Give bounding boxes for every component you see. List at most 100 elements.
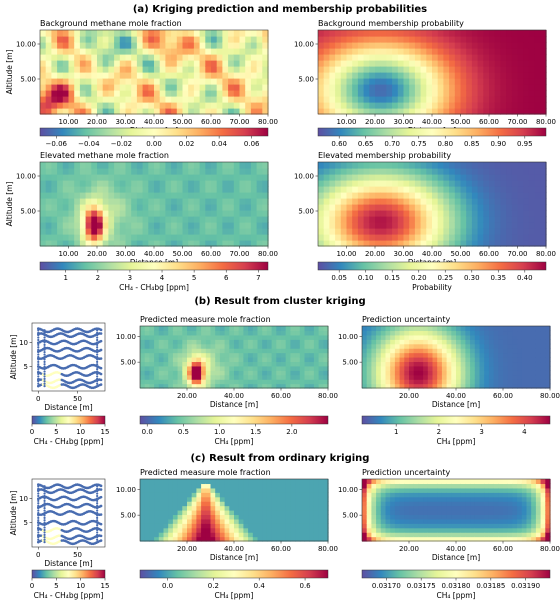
heatmap-cell (386, 102, 393, 109)
heatmap-cell (229, 518, 235, 524)
heatmap-cell (285, 352, 291, 358)
heatmap-cell (375, 60, 382, 67)
heatmap-cell (163, 374, 169, 380)
heatmap-cell (511, 60, 519, 67)
heatmap-cell (262, 30, 269, 37)
heatmap-cell (199, 228, 206, 235)
heatmap-cell (304, 330, 310, 336)
heatmap-cell (148, 72, 155, 79)
scatter-point (99, 484, 103, 488)
heatmap-cell (201, 330, 207, 336)
heatmap-cell (182, 532, 188, 538)
heatmap-cell (108, 240, 115, 247)
heatmap-cell (489, 78, 496, 85)
heatmap-cell (466, 240, 473, 247)
heatmap-cell (392, 222, 399, 229)
heatmap-cell (171, 234, 178, 241)
heatmap-cell (158, 374, 165, 380)
heatmap-cell (460, 334, 466, 340)
heatmap-cell (466, 198, 473, 205)
heatmap-cell (177, 492, 183, 498)
heatmap-cell (193, 168, 201, 175)
x-tick-label: 60.00 (271, 392, 291, 400)
heatmap-cell (168, 379, 174, 385)
heatmap-cell (172, 536, 179, 542)
heatmap-cell (211, 96, 218, 103)
heatmap-cell (224, 361, 230, 367)
heatmap-cell (45, 84, 52, 91)
heatmap-cell (346, 102, 353, 109)
heatmap-cell (262, 174, 269, 181)
heatmap-cell (196, 370, 202, 376)
heatmap-cell (229, 374, 235, 380)
heatmap-cell (85, 42, 92, 49)
heatmap-cell (216, 210, 223, 217)
heatmap-cell (222, 102, 229, 109)
scatter-point (37, 502, 40, 505)
heatmap-cell (376, 326, 382, 332)
heatmap-cell (108, 48, 115, 55)
heatmap-cell (224, 492, 230, 498)
heatmap-cell (313, 343, 320, 349)
heatmap-cell (523, 210, 530, 217)
heatmap-cell (144, 496, 150, 502)
heatmap-cell (85, 90, 92, 97)
heatmap-cell (182, 518, 188, 524)
heatmap-cell (503, 343, 509, 349)
heatmap-cell (239, 210, 246, 217)
heatmap-cell (205, 186, 212, 193)
heatmap-cell (386, 198, 393, 205)
heatmap-cell (376, 357, 382, 363)
heatmap-cell (285, 326, 291, 332)
heatmap-cell (233, 108, 241, 115)
heatmap-cell (494, 78, 501, 85)
heatmap-cell (108, 228, 115, 235)
heatmap-cell (196, 343, 202, 349)
heatmap-cell (51, 96, 58, 103)
heatmap-cell (352, 36, 359, 43)
heatmap-cell (199, 84, 206, 91)
heatmap-cell (159, 36, 166, 43)
heatmap-cell (257, 510, 263, 516)
heatmap-cell (309, 374, 315, 380)
heatmap-cell (340, 84, 348, 91)
heatmap-cell (245, 48, 252, 55)
heatmap-cell (199, 186, 206, 193)
heatmap-cell (168, 514, 174, 520)
heatmap-cell (531, 326, 537, 332)
heatmap-cell (177, 370, 183, 376)
colorbar-bar (39, 127, 269, 137)
heatmap-cell (423, 330, 429, 336)
heatmap-cell (245, 168, 252, 175)
heatmap-cell (256, 54, 263, 61)
heatmap-cell (399, 365, 405, 371)
heatmap-cell (477, 48, 484, 55)
heatmap-cell (474, 352, 481, 358)
heatmap-cell (144, 383, 150, 389)
x-tick-label: 50.00 (172, 118, 192, 126)
heatmap-cell (201, 357, 207, 363)
heatmap-cell (271, 518, 277, 524)
heatmap-cell (177, 527, 183, 533)
heatmap-cell (484, 383, 490, 389)
heatmap-cell (466, 186, 473, 193)
heatmap-cell (483, 204, 490, 211)
heatmap-cell (188, 198, 195, 205)
scatter-point (43, 516, 46, 519)
colorbar-tick-label: 10 (76, 428, 85, 436)
heatmap-cell (57, 228, 64, 235)
heatmap-cell (193, 66, 201, 73)
heatmap-cell (318, 339, 324, 345)
heatmap-cell (243, 365, 249, 371)
x-tick-label: 30.00 (115, 118, 135, 126)
heatmap-cell (215, 510, 221, 516)
heatmap-cell (392, 66, 399, 73)
heatmap-cell (352, 204, 359, 211)
heatmap-cell (380, 102, 387, 109)
heatmap-cell (182, 483, 188, 489)
heatmap-cell (171, 204, 178, 211)
heatmap-cell (494, 48, 501, 55)
heatmap-cell (171, 96, 178, 103)
heatmap-cell (451, 343, 457, 349)
